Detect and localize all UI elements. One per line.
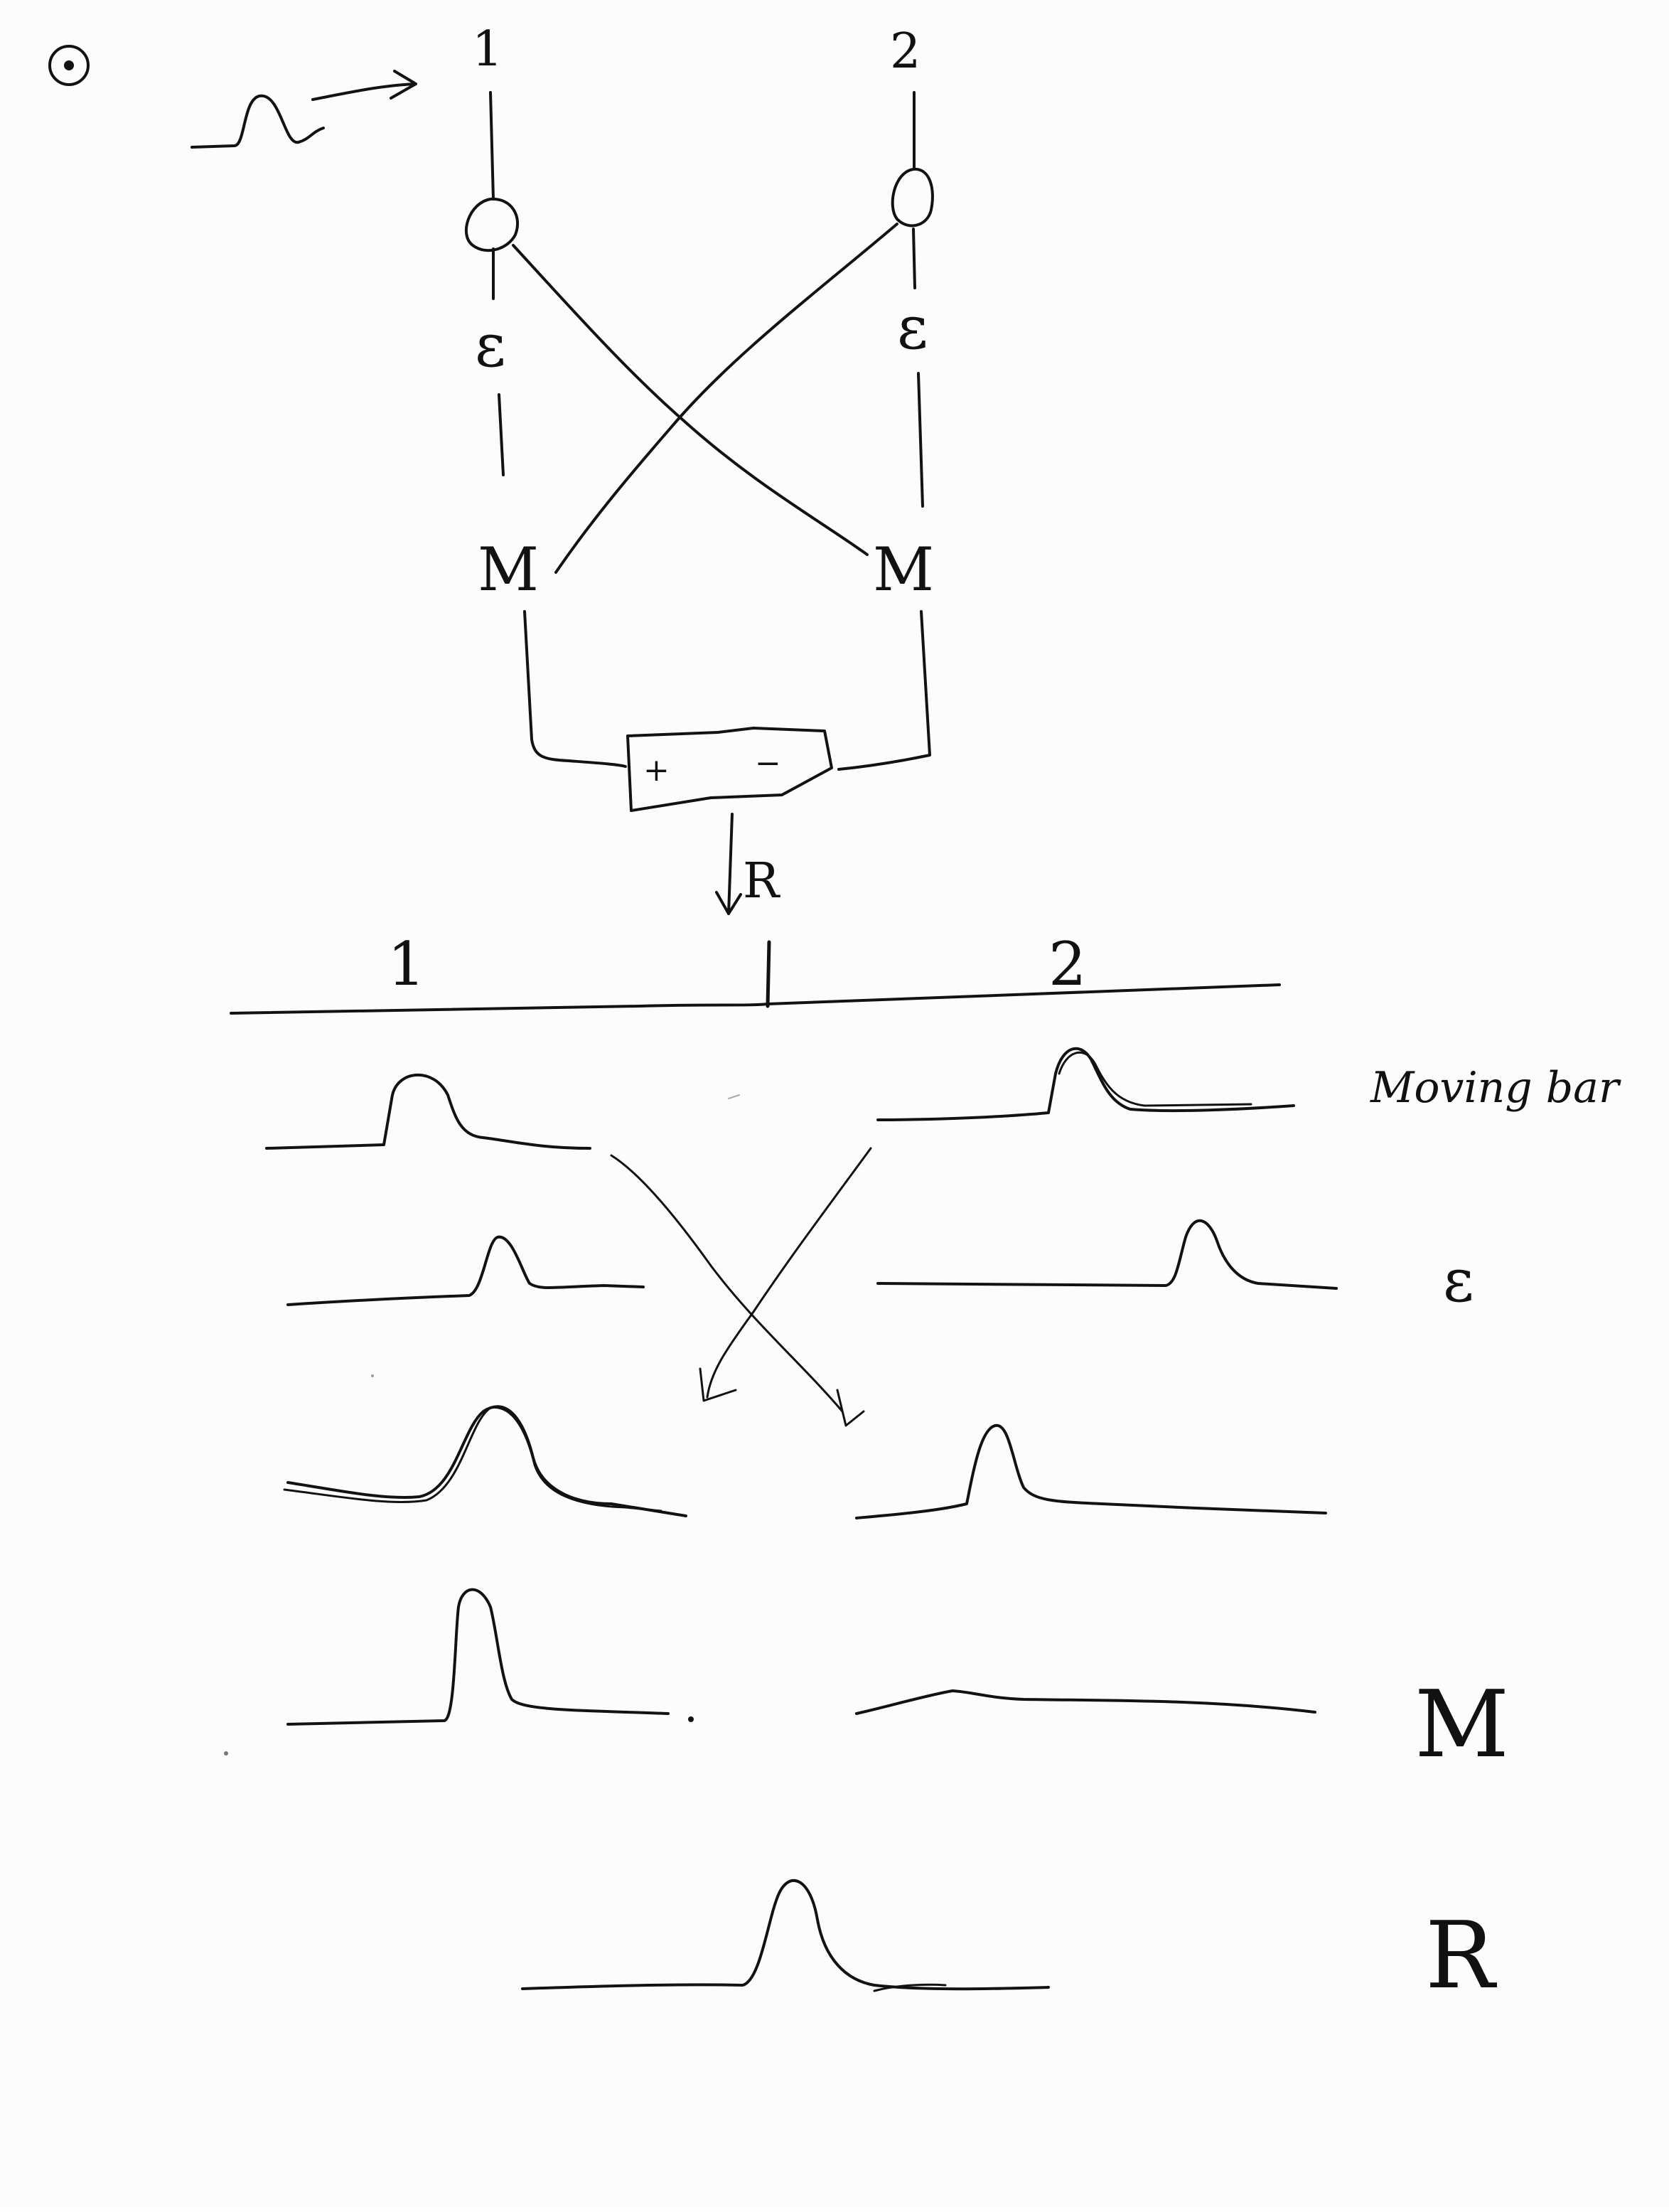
input-label-1: 1 (472, 21, 503, 78)
epsilon-row-label: ε (1443, 1246, 1474, 1315)
m-trace-right (855, 1689, 1316, 1715)
moving-bar-trace-right (876, 1047, 1295, 1121)
left-epsilon-label: ε (475, 311, 506, 380)
circled-dot-icon (48, 45, 90, 86)
epsilon-trace-right (876, 1219, 1338, 1290)
cross-arrow-right-to-left-head (699, 1367, 737, 1402)
position-axis-line (230, 983, 1281, 1015)
subtraction-box (626, 727, 833, 812)
delayed-trace-right (855, 1423, 1327, 1519)
cross-line-left-to-right (512, 244, 869, 556)
box-plus-sign: + (643, 752, 670, 789)
right-direct-line-lower (917, 372, 924, 508)
delayed-trace-left-overlay (283, 1406, 662, 1512)
right-m-label: M (873, 535, 934, 604)
r-output-trace-overlay (873, 1983, 947, 1992)
cross-arrow-left-to-right (610, 1154, 844, 1413)
box-minus-sign: − (755, 745, 781, 781)
axis-position-label-1: 1 (387, 929, 425, 999)
cross-line-right-to-left (554, 223, 898, 574)
right-receptor-node (891, 167, 934, 228)
epsilon-trace-left (286, 1235, 645, 1306)
left-m-label: M (478, 535, 539, 604)
delayed-trace-left (286, 1405, 687, 1517)
pencil-speck (224, 1751, 228, 1756)
stimulus-step-icon (190, 94, 325, 149)
m-row-label: M (1415, 1670, 1509, 1778)
cross-arrow-left-to-right-head (836, 1389, 865, 1427)
moving-bar-row-label: Moving bar (1370, 1063, 1621, 1113)
output-arrow-icon (715, 813, 742, 915)
output-r-label: R (743, 853, 780, 909)
stimulus-arrow-icon (311, 70, 417, 101)
right-direct-line-upper (912, 228, 916, 289)
cross-arrow-right-to-left (706, 1147, 872, 1399)
left-receptor-node (465, 197, 520, 252)
moving-bar-trace-left (265, 1073, 591, 1150)
r-output-trace (521, 1879, 1050, 1991)
pencil-speck (371, 1374, 374, 1377)
axis-position-label-2: 2 (1048, 929, 1086, 999)
axis-center-tick (766, 940, 771, 1008)
left-direct-line-lower (498, 393, 505, 476)
left-m-to-box-line (523, 610, 627, 768)
moving-bar-trace-right-overlay (1058, 1051, 1252, 1107)
pencil-speck (728, 1094, 740, 1099)
r-row-label: R (1425, 1901, 1497, 2009)
m-trace-left (286, 1588, 670, 1726)
m-trace-left-dot (688, 1716, 694, 1722)
input-label-2: 2 (890, 23, 921, 80)
left-input-line (489, 91, 495, 201)
right-m-to-box-line (837, 610, 931, 771)
right-epsilon-label: ε (897, 293, 928, 363)
